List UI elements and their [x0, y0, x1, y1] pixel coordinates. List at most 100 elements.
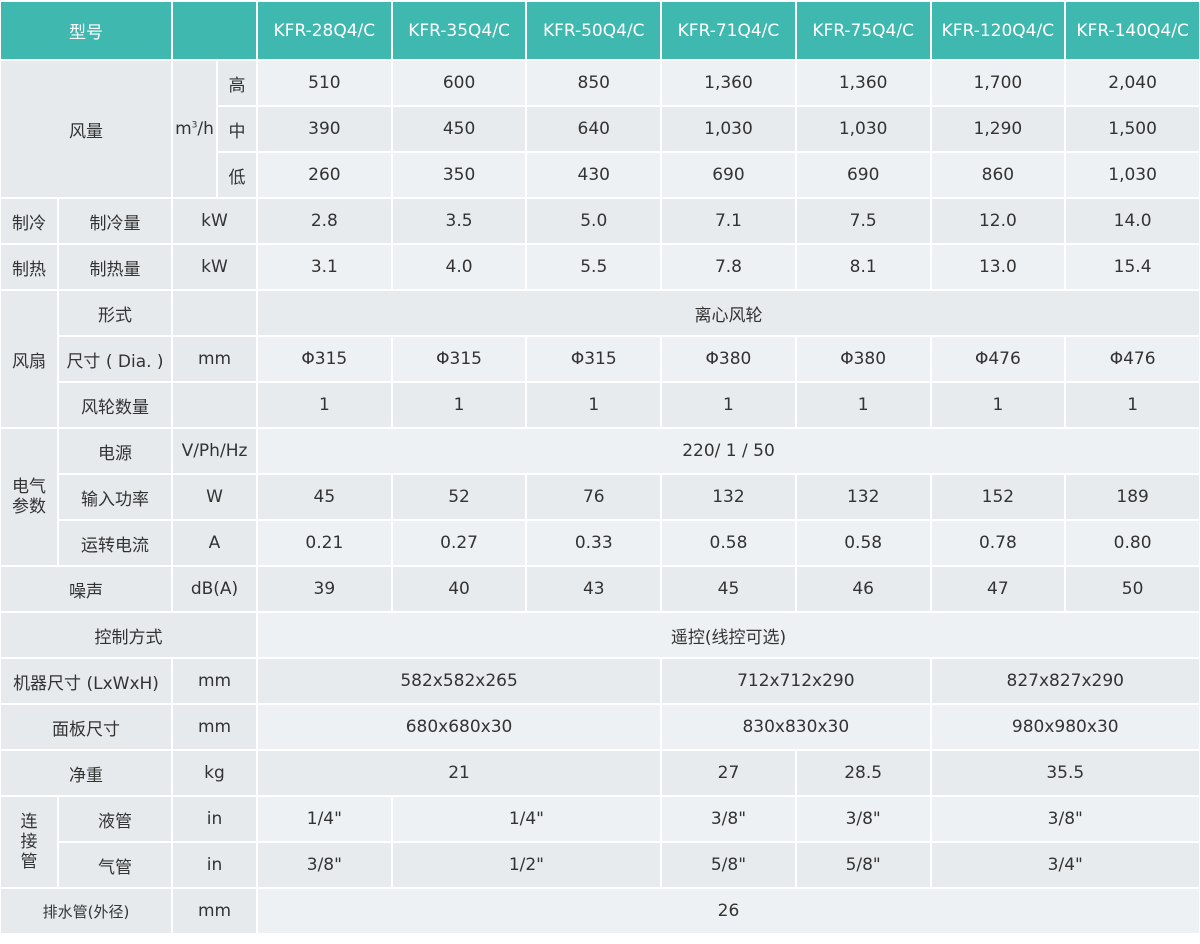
spec-row: 风扇 形式 离心风轮 [1, 291, 1199, 427]
value-cell: 5.0 [527, 199, 661, 243]
value-cell: 3.5 [392, 199, 526, 243]
row-label: 风量 [1, 61, 171, 197]
value-cell: 7.1 [662, 199, 795, 243]
value-cell: 0.58 [796, 521, 930, 565]
value-cell: 50 [1066, 567, 1199, 611]
unit-cell: mm [173, 337, 256, 381]
value-cell: 1 [662, 383, 795, 427]
value-cell: 850 [527, 61, 661, 105]
header-model: KFR-120Q4/C [931, 2, 1065, 59]
value-cell: 45 [258, 475, 391, 519]
value-cell: 712x712x290 [662, 659, 930, 703]
value-cell: 7.8 [662, 245, 795, 289]
value-cell: Φ476 [1066, 337, 1199, 381]
value-cell: 510 [258, 61, 391, 105]
value-cell: 132 [662, 475, 795, 519]
header-model: KFR-71Q4/C [662, 2, 795, 59]
unit-cell [173, 291, 256, 335]
value-cell: 3.1 [258, 245, 391, 289]
value-cell: 1,360 [662, 61, 795, 105]
spec-row: 尺寸 ( Dia. ) mm Φ315 Φ315 Φ315 Φ380 Φ380 Φ476 Φ47… [1, 337, 1199, 381]
value-cell: 52 [392, 475, 526, 519]
value-cell: 5/8" [662, 843, 795, 887]
value-cell: 260 [258, 153, 391, 197]
unit-cell: A [173, 521, 256, 565]
unit-cell: kW [173, 199, 256, 243]
value-cell: 1 [1066, 383, 1199, 427]
row-label: 液管 [59, 797, 171, 841]
value-cell: 1,030 [662, 107, 795, 151]
value-cell: 0.58 [662, 521, 795, 565]
row-label: 机器尺寸 (LxWxH) [1, 659, 171, 703]
row-label: 气管 [59, 843, 171, 887]
value-cell: 430 [527, 153, 661, 197]
row-label: 运转电流 [59, 521, 171, 565]
spec-row: 净重 kg 21 27 28.5 35.5 [1, 751, 1199, 795]
spec-row: 面板尺寸 mm 680x680x30 830x830x30 980x980x30 [1, 705, 1199, 749]
spec-row: 气管 in 3/8" 1/2" 5/8" 5/8" 3/4" [1, 843, 1199, 887]
value-cell: 8.1 [796, 245, 930, 289]
value-cell: 827x827x290 [931, 659, 1199, 703]
value-cell: 3/8" [796, 797, 930, 841]
value-cell: 46 [796, 567, 930, 611]
airflow-row: 低 260 350 430 690 690 860 1,030 [1, 153, 1199, 197]
spec-row: 机器尺寸 (LxWxH) mm 582x582x265 712x712x290 827x… [1, 659, 1199, 703]
value-cell: Φ315 [392, 337, 526, 381]
value-cell: Φ380 [662, 337, 795, 381]
value-cell: 13.0 [931, 245, 1065, 289]
value-cell: 1,700 [931, 61, 1065, 105]
value-cell: 600 [392, 61, 526, 105]
value-cell: 1,360 [796, 61, 930, 105]
value-cell: 7.5 [796, 199, 930, 243]
level-label: 中 [218, 107, 256, 151]
spec-row: 连接管液管 in 1/4" 1/4" 3/8" 3/8" 3/8" [1, 797, 1199, 887]
unit-cell: dB(A) [173, 567, 256, 611]
value-cell: 1/4" [258, 797, 391, 841]
value-cell: 1,030 [1066, 153, 1199, 197]
value-cell: Φ315 [258, 337, 391, 381]
value-cell: Φ380 [796, 337, 930, 381]
value-cell: 582x582x265 [258, 659, 661, 703]
level-label: 高 [218, 61, 256, 105]
group-label: 制热 [1, 245, 57, 289]
value-cell: 690 [796, 153, 930, 197]
value-cell: 47 [931, 567, 1065, 611]
row-label: 输入功率 [59, 475, 171, 519]
row-label: 面板尺寸 [1, 705, 171, 749]
value-cell: 5/8" [796, 843, 930, 887]
unit-cell: mm [173, 705, 256, 749]
value-cell: 12.0 [931, 199, 1065, 243]
unit-cell [173, 383, 256, 427]
value-cell: 0.80 [1066, 521, 1199, 565]
value-cell: 1 [931, 383, 1065, 427]
spec-row: 制热 制热量 kW 3.1 4.0 5.5 7.8 8.1 13.0 15.4 [1, 245, 1199, 289]
value-cell: 980x980x30 [931, 705, 1199, 749]
value-cell: 离心风轮 [258, 291, 1199, 335]
row-label: 排水管(外径) [1, 889, 171, 933]
value-cell: 35.5 [931, 751, 1199, 795]
unit-cell: m3/h [173, 61, 216, 197]
value-cell: 1 [392, 383, 526, 427]
value-cell: 4.0 [392, 245, 526, 289]
header-blank [173, 2, 256, 59]
value-cell: 1/2" [392, 843, 661, 887]
header-row: 型号 KFR-28Q4/C KFR-35Q4/C KFR-50Q4/C KFR-71Q4… [1, 2, 1199, 59]
value-cell: 3/4" [931, 843, 1199, 887]
value-cell: 39 [258, 567, 391, 611]
value-cell: 27 [662, 751, 795, 795]
row-label: 形式 [59, 291, 171, 335]
header-model-label: 型号 [1, 2, 171, 59]
value-cell: 350 [392, 153, 526, 197]
value-cell: 189 [1066, 475, 1199, 519]
unit-cell: in [173, 797, 256, 841]
unit-cell: mm [173, 889, 256, 933]
value-cell: 0.78 [931, 521, 1065, 565]
header-model: KFR-75Q4/C [796, 2, 930, 59]
airflow-row: 中 390 450 640 1,030 1,030 1,290 1,500 [1, 107, 1199, 151]
spec-row: 输入功率 W 45 52 76 132 132 152 189 [1, 475, 1199, 519]
value-cell: 830x830x30 [662, 705, 930, 749]
value-cell: 220/ 1 / 50 [258, 429, 1199, 473]
value-cell: 45 [662, 567, 795, 611]
value-cell: 860 [931, 153, 1065, 197]
value-cell: Φ476 [931, 337, 1065, 381]
